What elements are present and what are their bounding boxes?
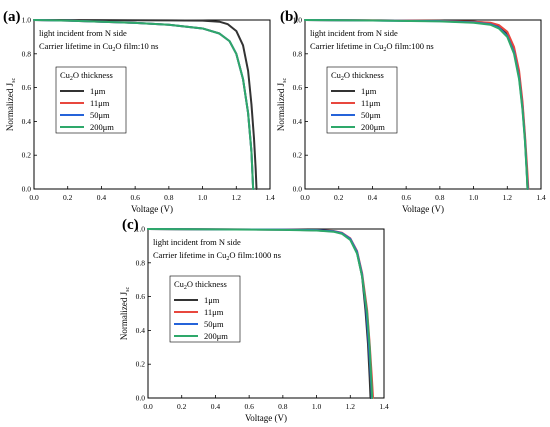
y-tick-label: 0.2: [293, 151, 303, 160]
legend-label-3: 200μm: [204, 331, 228, 341]
x-tick-label: 0.8: [164, 193, 174, 202]
x-tick-label: 0.4: [211, 402, 221, 411]
annotation-lifetime: Carrier lifetime in Cu2O film:100 ns: [310, 41, 434, 53]
x-tick-label: 1.2: [346, 402, 356, 411]
legend-label-1: 11μm: [204, 307, 224, 317]
x-tick-label: 1.0: [312, 402, 322, 411]
legend-title: Cu2O thickness: [331, 70, 384, 82]
series-line-3: [147, 228, 374, 399]
legend-label-2: 50μm: [90, 110, 110, 120]
y-tick-label: 0.0: [22, 185, 32, 194]
x-tick-label: 1.4: [265, 193, 275, 202]
y-tick-label: 0.4: [136, 326, 146, 335]
x-axis-label: Voltage (V): [402, 204, 444, 214]
y-axis-label: Normalized Jsc: [5, 78, 17, 132]
x-tick-label: 1.2: [232, 193, 242, 202]
y-tick-label: 1.0: [136, 225, 146, 234]
x-tick-label: 0.0: [300, 193, 310, 202]
annotation-incidence: light incident from N side: [39, 28, 127, 38]
y-tick-label: 0.4: [293, 117, 303, 126]
panel-label: (a): [3, 9, 21, 25]
x-tick-label: 1.0: [198, 193, 208, 202]
y-tick-label: 0.6: [136, 292, 146, 301]
x-tick-label: 0.6: [244, 402, 254, 411]
series-line-3: [33, 19, 255, 190]
legend-label-2: 50μm: [204, 319, 224, 329]
x-tick-label: 0.8: [278, 402, 288, 411]
legend-label-3: 200μm: [90, 122, 114, 132]
y-tick-label: 0.2: [22, 151, 32, 160]
legend-label-3: 200μm: [361, 122, 385, 132]
x-tick-label: 0.6: [130, 193, 140, 202]
x-axis-label: Voltage (V): [245, 413, 287, 423]
legend-label-0: 1μm: [361, 86, 377, 96]
annotation-lifetime: Carrier lifetime in Cu2O film:1000 ns: [153, 250, 281, 262]
y-tick-label: 0.6: [22, 83, 32, 92]
y-tick-label: 0.2: [136, 360, 146, 369]
legend-label-0: 1μm: [204, 295, 220, 305]
panel-label: (b): [280, 9, 298, 25]
panel-1: (b) 0.0 0.2 0.4 0.6 0.8 1.0 1.2 1.4 0.0 0.2 0.4 0.6 0…: [276, 9, 546, 214]
legend-box: [326, 66, 398, 134]
x-tick-label: 0.6: [401, 193, 411, 202]
series-line-3: [304, 19, 529, 190]
legend-title: Cu2O thickness: [174, 279, 227, 291]
legend-label-2: 50μm: [361, 110, 381, 120]
x-tick-label: 0.0: [143, 402, 153, 411]
x-tick-label: 0.4: [368, 193, 378, 202]
legend-box: [55, 66, 127, 134]
x-tick-label: 0.2: [177, 402, 187, 411]
y-tick-label: 0.8: [136, 258, 146, 267]
x-tick-label: 1.2: [503, 193, 513, 202]
series-line-0: [33, 19, 258, 190]
y-tick-label: 0.8: [22, 49, 32, 58]
y-tick-label: 0.0: [293, 185, 303, 194]
annotation-incidence: light incident from N side: [153, 237, 241, 247]
panel-0: (a) 0.0 0.2 0.4 0.6 0.8 1.0 1.2 1.4 0.0 0.2 0.4 0.6 0…: [3, 9, 275, 214]
panel-label: (c): [122, 217, 139, 233]
x-tick-label: 0.8: [435, 193, 445, 202]
x-tick-label: 0.2: [63, 193, 73, 202]
y-tick-label: 0.0: [136, 394, 146, 403]
legend-label-1: 11μm: [90, 98, 110, 108]
x-tick-label: 0.4: [97, 193, 107, 202]
x-tick-label: 1.0: [469, 193, 479, 202]
x-axis-label: Voltage (V): [131, 204, 173, 214]
legend-box: [169, 275, 241, 343]
y-axis-label: Normalized Jsc: [119, 287, 131, 341]
y-tick-label: 1.0: [293, 16, 303, 25]
y-tick-label: 0.8: [293, 49, 303, 58]
panel-2: (c) 0.0 0.2 0.4 0.6 0.8 1.0 1.2 1.4 0.0 0.2 0.4 0.6 0…: [119, 217, 389, 423]
x-tick-label: 1.4: [379, 402, 389, 411]
legend-title: Cu2O thickness: [60, 70, 113, 82]
annotation-lifetime: Carrier lifetime in Cu2O film:10 ns: [39, 41, 158, 53]
x-tick-label: 1.4: [536, 193, 546, 202]
y-tick-label: 1.0: [22, 16, 32, 25]
legend-label-1: 11μm: [361, 98, 381, 108]
y-tick-label: 0.4: [22, 117, 32, 126]
annotation-incidence: light incident from N side: [310, 28, 398, 38]
y-axis-label: Normalized Jsc: [276, 78, 288, 132]
x-tick-label: 0.2: [334, 193, 344, 202]
x-tick-label: 0.0: [29, 193, 39, 202]
y-tick-label: 0.6: [293, 83, 303, 92]
legend-label-0: 1μm: [90, 86, 106, 96]
